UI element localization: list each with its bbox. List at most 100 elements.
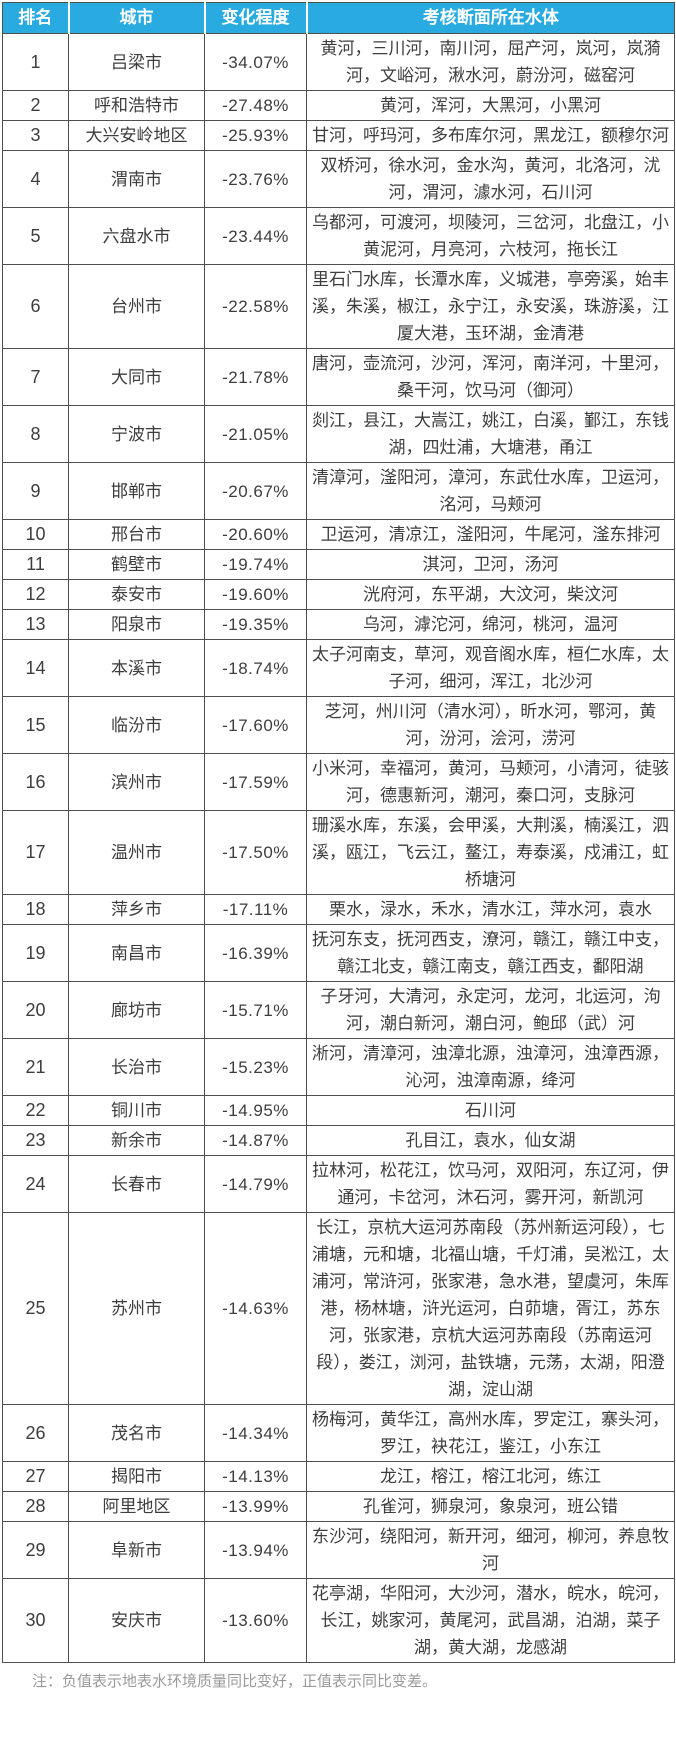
rank-cell: 11	[2, 549, 69, 580]
city-cell: 渭南市	[68, 150, 205, 208]
rank-cell: 23	[2, 1125, 69, 1156]
table-row: 9 邯郸市 -20.67% 清漳河，滏阳河，漳河，东武仕水库，卫运河，洺河，马颊河	[2, 462, 675, 520]
waters-cell: 珊溪水库，东溪，会甲溪，大荆溪，楠溪江，泗溪，瓯江，飞云江，鳌江，寿泰溪，戍浦江…	[306, 810, 675, 895]
change-cell: -16.39%	[204, 924, 307, 982]
change-cell: -13.94%	[204, 1521, 307, 1579]
city-cell: 南昌市	[68, 924, 205, 982]
column-header-waters: 考核断面所在水体	[305, 2, 675, 34]
table-row: 7 大同市 -21.78% 唐河，壶流河，沙河，浑河，南洋河，十里河，桑干河，饮马河（…	[2, 348, 675, 406]
table-row: 30 安庆市 -13.60% 花亭湖，华阳河，大沙河，潜水，皖水，皖河，长江，姚家河，…	[2, 1578, 675, 1663]
waters-cell: 拉林河，松花江，饮马河，双阳河，东辽河，伊通河，卡岔河，沐石河，雾开河，新凯河	[306, 1155, 675, 1213]
table-row: 2 呼和浩特市 -27.48% 黄河，浑河，大黑河，小黑河	[2, 90, 675, 121]
change-cell: -18.74%	[204, 639, 307, 697]
city-cell: 呼和浩特市	[68, 90, 205, 121]
waters-cell: 子牙河，大清河，永定河，龙河，北运河，泃河，潮白新河，潮白河，鲍邱（武）河	[306, 981, 675, 1039]
waters-cell: 洸府河，东平湖，大汶河，柴汶河	[306, 579, 675, 610]
table-row: 11 鹤壁市 -19.74% 淇河，卫河，汤河	[2, 549, 675, 580]
change-cell: -25.93%	[204, 120, 307, 151]
waters-cell: 长江，京杭大运河苏南段（苏州新运河段），七浦塘，元和塘，北福山塘，千灯浦，吴淞江…	[306, 1212, 675, 1405]
table-row: 13 阳泉市 -19.35% 乌河，滹沱河，绵河，桃河，温河	[2, 609, 675, 640]
rank-cell: 3	[2, 120, 69, 151]
table-row: 20 廊坊市 -15.71% 子牙河，大清河，永定河，龙河，北运河，泃河，潮白新河，潮…	[2, 981, 675, 1039]
table-body: 1 吕梁市 -34.07% 黄河，三川河，南川河，屈产河，岚河，岚漪河，文峪河，湫水河…	[2, 33, 675, 1663]
rank-cell: 14	[2, 639, 69, 697]
change-cell: -14.87%	[204, 1125, 307, 1156]
waters-cell: 栗水，渌水，禾水，清水江，萍水河，袁水	[306, 894, 675, 925]
city-cell: 萍乡市	[68, 894, 205, 925]
change-cell: -21.05%	[204, 405, 307, 463]
table-row: 21 长治市 -15.23% 淅河，清漳河，浊漳北源，浊漳河，浊漳西源，沁河，浊漳南源…	[2, 1038, 675, 1096]
rank-cell: 24	[2, 1155, 69, 1213]
rank-cell: 20	[2, 981, 69, 1039]
change-cell: -14.13%	[204, 1461, 307, 1492]
city-cell: 新余市	[68, 1125, 205, 1156]
waters-cell: 孔目江，袁水，仙女湖	[306, 1125, 675, 1156]
city-cell: 揭阳市	[68, 1461, 205, 1492]
table-row: 12 泰安市 -19.60% 洸府河，东平湖，大汶河，柴汶河	[2, 579, 675, 610]
waters-cell: 杨梅河，黄华江，高州水库，罗定江，寨头河，罗江，袂花江，鉴江，小东江	[306, 1404, 675, 1462]
rank-cell: 19	[2, 924, 69, 982]
city-cell: 临汾市	[68, 696, 205, 754]
waters-cell: 黄河，三川河，南川河，屈产河，岚河，岚漪河，文峪河，湫水河，蔚汾河，磁窑河	[306, 33, 675, 91]
table-row: 22 铜川市 -14.95% 石川河	[2, 1095, 675, 1126]
change-cell: -34.07%	[204, 33, 307, 91]
city-cell: 安庆市	[68, 1578, 205, 1663]
waters-cell: 龙江，榕江，榕江北河，练江	[306, 1461, 675, 1492]
change-cell: -17.59%	[204, 753, 307, 811]
change-cell: -19.60%	[204, 579, 307, 610]
rank-cell: 21	[2, 1038, 69, 1096]
city-cell: 鹤壁市	[68, 549, 205, 580]
table-row: 16 滨州市 -17.59% 小米河，幸福河，黄河，马颊河，小清河，徒骇河，德惠新河，…	[2, 753, 675, 811]
rank-cell: 2	[2, 90, 69, 121]
header-row: 排名 城市 变化程度 考核断面所在水体	[2, 2, 675, 34]
waters-cell: 里石门水库，长潭水库，义城港，亭旁溪，始丰溪，朱溪，椒江，永宁江，永安溪，珠游溪…	[306, 264, 675, 349]
footnote: 注：负值表示地表水环境质量同比变好，正值表示同比变差。	[32, 1673, 438, 1690]
waters-cell: 太子河南支，草河，观音阁水库，桓仁水库，太子河，细河，浑江，北沙河	[306, 639, 675, 697]
waters-cell: 黄河，浑河，大黑河，小黑河	[306, 90, 675, 121]
table-row: 28 阿里地区 -13.99% 孔雀河，狮泉河，象泉河，班公错	[2, 1491, 675, 1522]
city-cell: 铜川市	[68, 1095, 205, 1126]
table-row: 4 渭南市 -23.76% 双桥河，徐水河，金水沟，黄河，北洛河，沋河，渭河，澽水河，…	[2, 150, 675, 208]
waters-cell: 芝河，州川河（清水河），昕水河，鄂河，黄河，汾河，浍河，涝河	[306, 696, 675, 754]
table-row: 25 苏州市 -14.63% 长江，京杭大运河苏南段（苏州新运河段），七浦塘，元和塘，…	[2, 1212, 675, 1405]
city-cell: 大同市	[68, 348, 205, 406]
city-cell: 邯郸市	[68, 462, 205, 520]
change-cell: -19.35%	[204, 609, 307, 640]
waters-cell: 甘河，呼玛河，多布库尔河，黑龙江，额穆尔河	[306, 120, 675, 151]
change-cell: -22.58%	[204, 264, 307, 349]
table-row: 29 阜新市 -13.94% 东沙河，绕阳河，新开河，细河，柳河，养息牧河	[2, 1521, 675, 1579]
city-cell: 茂名市	[68, 1404, 205, 1462]
change-cell: -14.34%	[204, 1404, 307, 1462]
table-row: 19 南昌市 -16.39% 抚河东支，抚河西支，潦河，赣江，赣江中支，赣江北支，赣江…	[2, 924, 675, 982]
table-row: 24 长春市 -14.79% 拉林河，松花江，饮马河，双阳河，东辽河，伊通河，卡岔河，…	[2, 1155, 675, 1213]
rank-cell: 12	[2, 579, 69, 610]
waters-cell: 抚河东支，抚河西支，潦河，赣江，赣江中支，赣江北支，赣江南支，赣江西支，鄱阳湖	[306, 924, 675, 982]
table-row: 14 本溪市 -18.74% 太子河南支，草河，观音阁水库，桓仁水库，太子河，细河，浑…	[2, 639, 675, 697]
change-cell: -15.71%	[204, 981, 307, 1039]
city-cell: 廊坊市	[68, 981, 205, 1039]
city-cell: 大兴安岭地区	[68, 120, 205, 151]
table-row: 18 萍乡市 -17.11% 栗水，渌水，禾水，清水江，萍水河，袁水	[2, 894, 675, 925]
waters-cell: 乌都河，可渡河，坝陵河，三岔河，北盘江，小黄泥河，月亮河，六枝河，拖长江	[306, 207, 675, 265]
rank-cell: 13	[2, 609, 69, 640]
rank-cell: 17	[2, 810, 69, 895]
rank-cell: 7	[2, 348, 69, 406]
table-row: 26 茂名市 -14.34% 杨梅河，黄华江，高州水库，罗定江，寨头河，罗江，袂花江，…	[2, 1404, 675, 1462]
waters-cell: 唐河，壶流河，沙河，浑河，南洋河，十里河，桑干河，饮马河（御河）	[306, 348, 675, 406]
rank-cell: 25	[2, 1212, 69, 1405]
waters-cell: 东沙河，绕阳河，新开河，细河，柳河，养息牧河	[306, 1521, 675, 1579]
city-cell: 滨州市	[68, 753, 205, 811]
city-cell: 台州市	[68, 264, 205, 349]
waters-cell: 卫运河，清凉江，滏阳河，牛尾河，滏东排河	[306, 519, 675, 550]
table-row: 10 邢台市 -20.60% 卫运河，清凉江，滏阳河，牛尾河，滏东排河	[2, 519, 675, 550]
table-row: 1 吕梁市 -34.07% 黄河，三川河，南川河，屈产河，岚河，岚漪河，文峪河，湫水河…	[2, 33, 675, 91]
change-cell: -17.11%	[204, 894, 307, 925]
city-cell: 长春市	[68, 1155, 205, 1213]
waters-cell: 淇河，卫河，汤河	[306, 549, 675, 580]
change-cell: -14.63%	[204, 1212, 307, 1405]
rank-cell: 10	[2, 519, 69, 550]
change-cell: -20.67%	[204, 462, 307, 520]
table-row: 5 六盘水市 -23.44% 乌都河，可渡河，坝陵河，三岔河，北盘江，小黄泥河，月亮河…	[2, 207, 675, 265]
change-cell: -14.95%	[204, 1095, 307, 1126]
rank-cell: 8	[2, 405, 69, 463]
